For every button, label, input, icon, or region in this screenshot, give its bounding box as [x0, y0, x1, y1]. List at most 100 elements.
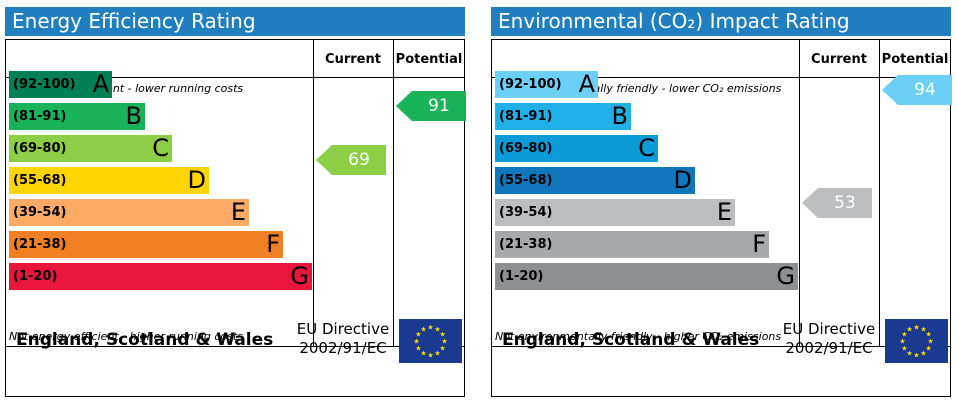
current-rating-arrow-shape [316, 144, 386, 175]
eu-flag-icon-star: ★ [927, 338, 933, 346]
eu-flag-icon-star: ★ [901, 345, 907, 353]
band-letter: E [716, 198, 732, 226]
current-rating-arrow: 53 [802, 187, 872, 218]
band-range-label: (21-38) [499, 237, 553, 252]
column-divider [313, 40, 314, 346]
eu-flag-icon-star: ★ [427, 324, 433, 332]
rating-band-b: (81-91) B [495, 103, 631, 130]
rating-band-f: (21-38) F [495, 231, 769, 258]
potential-rating-arrow-value: 91 [428, 95, 450, 116]
rating-frame: Current Potential Very energy efficient - … [5, 39, 466, 397]
column-divider [799, 40, 800, 346]
eu-flag-icon-star: ★ [906, 325, 912, 333]
rating-band-e: (39-54) E [9, 199, 249, 226]
eu-flag-icon-star: ★ [913, 352, 919, 360]
potential-rating-arrow-polygon [882, 75, 952, 105]
band-letter: B [611, 102, 628, 130]
environmental-impact-panel: Environmental (CO₂) Impact Rating Current… [491, 7, 952, 397]
band-letter: E [230, 198, 246, 226]
eu-flag-icon-star: ★ [925, 331, 931, 339]
eu-flag-icon-star: ★ [434, 350, 440, 358]
band-range-label: (81-91) [13, 109, 67, 124]
footer-country-label: England, Scotland & Wales [16, 330, 274, 350]
column-divider [879, 40, 880, 346]
rating-band-b: (81-91) B [9, 103, 145, 130]
band-letter: C [152, 134, 169, 162]
current-rating-arrow: 69 [316, 144, 386, 175]
band-letter: D [673, 166, 692, 194]
current-rating-arrow-polygon [802, 187, 872, 218]
eu-flag-icon-star: ★ [439, 331, 445, 339]
current-column-header: Current [811, 52, 867, 67]
eu-flag-icon-star: ★ [920, 350, 926, 358]
band-range-label: (69-80) [13, 141, 67, 156]
band-range-label: (39-54) [499, 205, 553, 220]
eu-flag-icon-star: ★ [899, 338, 905, 346]
eu-directive-line1: EU Directive [782, 320, 876, 338]
eu-flag-icon-star: ★ [413, 338, 419, 346]
potential-rating-arrow-value: 94 [914, 80, 936, 100]
eu-flag-icon-star: ★ [925, 345, 931, 353]
eu-directive-line2: 2002/91/EC [299, 339, 387, 357]
eu-directive-line1: EU Directive [296, 320, 390, 338]
energy-efficiency-panel: Energy Efficiency Rating Current Potential… [5, 7, 466, 397]
rating-band-c: (69-80) C [9, 135, 172, 162]
potential-column-header: Potential [881, 52, 949, 67]
potential-rating-arrow-shape [882, 75, 952, 105]
column-divider [393, 40, 394, 346]
current-rating-arrow-value: 53 [834, 192, 856, 213]
eu-flag-icon-star: ★ [434, 325, 440, 333]
eu-flag-icon: ★★★★★★★★★ ★ ★★ [885, 319, 948, 363]
band-letter: G [776, 262, 795, 290]
eu-directive-label: EU Directive 2002/91/EC [774, 320, 884, 358]
eu-flag-icon: ★★★★★★★★★ ★ ★★ [399, 319, 462, 363]
eu-flag-icon-star: ★ [420, 325, 426, 333]
rating-band-a: (92-100) A [495, 71, 598, 98]
chart-title: Energy Efficiency Rating [5, 7, 465, 36]
band-range-label: (92-100) [13, 77, 76, 92]
eu-flag-icon-star: ★ [913, 324, 919, 332]
eu-directive-line2: 2002/91/EC [785, 339, 873, 357]
current-rating-arrow-value: 69 [348, 149, 370, 170]
band-range-label: (1-20) [499, 269, 544, 284]
potential-rating-arrow-polygon [396, 90, 466, 121]
bottom-note: Not energy efficient - higher running co… [9, 330, 243, 343]
band-letter: F [752, 230, 766, 258]
eu-flag-icon-background [885, 319, 948, 363]
eu-directive-label: EU Directive 2002/91/EC [288, 320, 398, 358]
band-range-label: (81-91) [499, 109, 553, 124]
eu-flag-icon-star: ★ [415, 345, 421, 353]
current-column-header: Current [325, 52, 381, 67]
band-range-label: (1-20) [13, 269, 58, 284]
band-range-label: (39-54) [13, 205, 67, 220]
footer-divider [492, 346, 950, 347]
band-range-label: (21-38) [13, 237, 67, 252]
footer-divider [6, 346, 464, 347]
eu-flag-icon-star: ★ [427, 352, 433, 360]
band-letter: A [92, 70, 109, 98]
band-range-label: (69-80) [499, 141, 553, 156]
eu-flag-icon-star: ★ [920, 325, 926, 333]
band-letter: G [290, 262, 309, 290]
band-letter: A [578, 70, 595, 98]
eu-flag-icon-star: ★ [901, 331, 907, 339]
eu-flag-icon-background [399, 319, 462, 363]
potential-rating-arrow: 91 [396, 90, 466, 121]
rating-band-g: (1-20) G [9, 263, 312, 290]
band-letter: F [266, 230, 280, 258]
footer-country-label: England, Scotland & Wales [502, 330, 760, 350]
band-range-label: (92-100) [499, 77, 562, 92]
eu-flag-icon-star: ★ [439, 345, 445, 353]
chart-title: Environmental (CO₂) Impact Rating [491, 7, 951, 36]
potential-column-header: Potential [395, 52, 463, 67]
eu-flag-icon-star: ★ [420, 350, 426, 358]
current-rating-arrow-polygon [316, 144, 386, 175]
rating-band-f: (21-38) F [9, 231, 283, 258]
eu-flag-icon-star: ★ [415, 331, 421, 339]
header-divider [6, 77, 464, 78]
rating-band-c: (69-80) C [495, 135, 658, 162]
eu-flag-icon-star: ★ [906, 350, 912, 358]
rating-band-e: (39-54) E [495, 199, 735, 226]
potential-rating-arrow: 94 [882, 75, 952, 105]
band-range-label: (55-68) [499, 173, 553, 188]
